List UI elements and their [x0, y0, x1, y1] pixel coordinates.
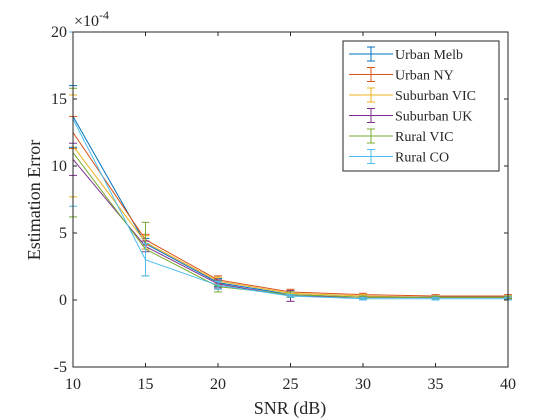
legend-label: Rural CO — [395, 151, 449, 166]
legend-item: Urban Melb — [349, 46, 463, 63]
x-tick-label: 35 — [428, 376, 444, 393]
legend-item: Suburban VIC — [349, 87, 476, 104]
legend-item: Urban NY — [349, 67, 454, 84]
x-axis-label: SNR (dB) — [254, 398, 327, 419]
tick-layer: 10 15 20 25 30 35 40 -5 0 5 10 15 20 — [51, 24, 516, 393]
x-tick-label: 20 — [210, 376, 226, 393]
legend-item: Suburban UK — [349, 108, 472, 125]
y-tick-label: 10 — [51, 158, 67, 175]
y-tick-label: 5 — [59, 225, 67, 242]
x-tick-label: 15 — [138, 376, 154, 393]
legend-label: Rural VIC — [395, 130, 453, 145]
y-axis-label: Estimation Error — [24, 140, 44, 260]
legend-label: Urban NY — [395, 69, 454, 84]
error-bar — [214, 280, 222, 290]
x-tick-label: 30 — [355, 376, 371, 393]
legend-label: Suburban VIC — [395, 89, 476, 104]
error-bar — [431, 296, 440, 301]
legend-label: Suburban UK — [395, 110, 472, 125]
y-tick-label: 20 — [51, 24, 67, 41]
legend-item: Rural CO — [349, 149, 449, 166]
error-bar — [359, 296, 367, 301]
x-tick-label: 25 — [283, 376, 299, 393]
error-bar — [286, 294, 295, 298]
x-tick-label: 40 — [500, 376, 516, 393]
error-bar — [141, 243, 150, 277]
y-exponent-label: ×10-4 — [74, 8, 109, 30]
y-tick-label: 15 — [51, 91, 67, 108]
y-tick-label: 0 — [59, 292, 67, 309]
y-tick-label: -5 — [54, 359, 67, 376]
legend: Urban Melb Urban NY Suburban VIC Suburban U… — [342, 40, 500, 172]
x-tick-label: 10 — [65, 376, 81, 393]
legend-item: Rural VIC — [349, 128, 453, 145]
legend-label: Urban Melb — [395, 48, 463, 63]
